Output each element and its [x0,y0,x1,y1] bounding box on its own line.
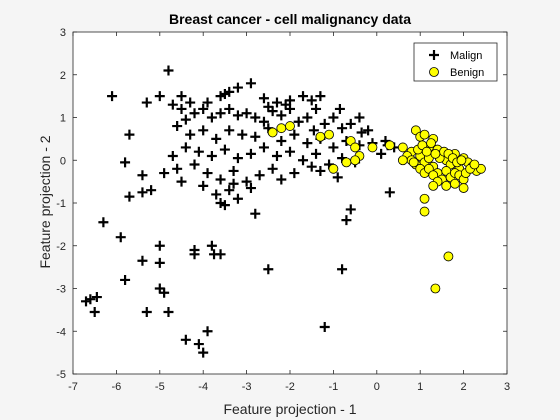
x-tick-label: -1 [329,381,339,393]
benign-point [351,143,360,152]
y-tick-label: -4 [56,326,66,338]
legend-benign-label: Benign [450,67,484,79]
y-tick-label: -5 [56,369,66,381]
benign-point [431,149,440,158]
benign-point [442,181,451,190]
benign-point [457,156,466,165]
benign-point [398,156,407,165]
benign-point [277,124,286,133]
chart-title: Breast cancer - cell malignancy data [169,11,411,27]
benign-point [325,130,334,139]
benign-point [368,143,377,152]
x-tick-label: 3 [504,381,510,393]
benign-point [429,181,438,190]
y-tick-label: 1 [60,113,66,125]
benign-point [459,184,468,193]
y-tick-label: 0 [60,155,66,167]
benign-point [286,122,295,131]
benign-point [385,141,394,150]
y-tick-label: -3 [56,284,66,296]
x-tick-label: -4 [198,381,208,393]
benign-point [329,164,338,173]
x-tick-label: 1 [417,381,423,393]
benign-point [420,130,429,139]
benign-point [450,179,459,188]
x-tick-label: -3 [242,381,252,393]
benign-point [420,194,429,203]
benign-point [444,252,453,261]
benign-point [398,143,407,152]
y-tick-label: -1 [56,198,66,210]
y-tick-label: 3 [60,27,66,39]
x-tick-label: -5 [155,381,165,393]
legend-benign-marker [430,68,439,77]
x-tick-label: -2 [285,381,295,393]
x-tick-label: 0 [374,381,380,393]
plot-area [73,32,507,374]
legend: Malign Benign [414,43,497,81]
benign-point [351,156,360,165]
benign-point [427,139,436,148]
y-tick-label: -2 [56,241,66,253]
x-tick-label: 2 [461,381,467,393]
benign-point [316,132,325,141]
legend-malign-label: Malign [450,50,482,62]
x-tick-label: -7 [68,381,78,393]
x-tick-label: -6 [112,381,122,393]
y-tick-label: 2 [60,70,66,82]
benign-point [420,207,429,216]
benign-point [470,160,479,169]
benign-point [342,158,351,167]
x-axis-label: Feature projection - 1 [223,401,356,417]
benign-point [268,128,277,137]
y-axis-label: Feature projection - 2 [37,135,53,268]
benign-point [431,284,440,293]
benign-point [422,147,431,156]
benign-point [409,158,418,167]
